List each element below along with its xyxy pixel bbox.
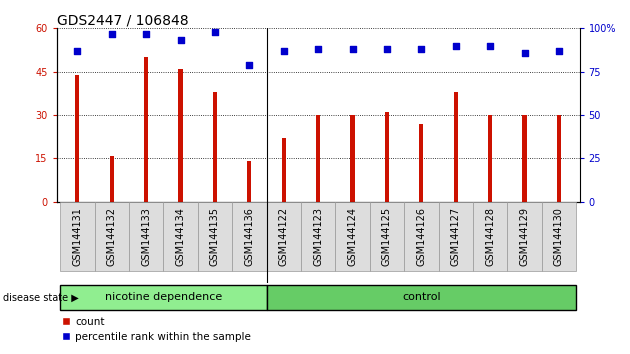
FancyBboxPatch shape — [60, 285, 266, 310]
FancyBboxPatch shape — [232, 202, 266, 271]
Text: GSM144130: GSM144130 — [554, 207, 564, 266]
Legend: count, percentile rank within the sample: count, percentile rank within the sample — [62, 317, 251, 342]
Point — [141, 31, 151, 36]
FancyBboxPatch shape — [60, 202, 94, 271]
Point — [348, 46, 358, 52]
Point — [106, 31, 117, 36]
FancyBboxPatch shape — [542, 202, 576, 271]
Point — [176, 38, 186, 43]
FancyBboxPatch shape — [507, 202, 542, 271]
FancyBboxPatch shape — [335, 202, 370, 271]
Bar — [110, 155, 114, 202]
Bar — [178, 69, 183, 202]
Text: GSM144134: GSM144134 — [176, 207, 186, 266]
Text: GSM144136: GSM144136 — [244, 207, 255, 266]
FancyBboxPatch shape — [404, 202, 438, 271]
Bar — [144, 57, 148, 202]
FancyBboxPatch shape — [198, 202, 232, 271]
Point — [485, 43, 495, 48]
Point — [554, 48, 564, 54]
Point — [278, 48, 289, 54]
Bar — [488, 115, 492, 202]
FancyBboxPatch shape — [370, 202, 404, 271]
Bar — [316, 115, 320, 202]
FancyBboxPatch shape — [301, 202, 335, 271]
Bar — [522, 115, 527, 202]
Bar — [385, 112, 389, 202]
Text: GSM144127: GSM144127 — [450, 207, 461, 266]
Text: GSM144132: GSM144132 — [106, 207, 117, 266]
Text: disease state ▶: disease state ▶ — [3, 292, 79, 302]
FancyBboxPatch shape — [473, 202, 507, 271]
Point — [244, 62, 255, 68]
Bar — [75, 75, 79, 202]
FancyBboxPatch shape — [438, 202, 473, 271]
FancyBboxPatch shape — [266, 285, 576, 310]
Point — [313, 46, 323, 52]
Bar — [248, 161, 251, 202]
Text: GDS2447 / 106848: GDS2447 / 106848 — [57, 13, 188, 27]
Point — [72, 48, 83, 54]
FancyBboxPatch shape — [163, 202, 198, 271]
Text: GSM144125: GSM144125 — [382, 207, 392, 266]
Text: control: control — [402, 292, 440, 302]
FancyBboxPatch shape — [129, 202, 163, 271]
Bar — [557, 115, 561, 202]
Text: GSM144131: GSM144131 — [72, 207, 83, 266]
Bar — [420, 124, 423, 202]
Bar — [454, 92, 458, 202]
Text: GSM144133: GSM144133 — [141, 207, 151, 266]
Point — [450, 43, 461, 48]
Text: GSM144123: GSM144123 — [313, 207, 323, 266]
Text: GSM144124: GSM144124 — [348, 207, 358, 266]
Bar — [213, 92, 217, 202]
Text: GSM144129: GSM144129 — [520, 207, 530, 266]
Text: GSM144128: GSM144128 — [485, 207, 495, 266]
FancyBboxPatch shape — [94, 202, 129, 271]
FancyBboxPatch shape — [266, 202, 301, 271]
Point — [416, 46, 427, 52]
Text: GSM144122: GSM144122 — [278, 207, 289, 266]
Point — [210, 29, 220, 35]
Text: GSM144126: GSM144126 — [416, 207, 427, 266]
Bar — [350, 115, 355, 202]
Point — [382, 46, 392, 52]
Text: GSM144135: GSM144135 — [210, 207, 220, 266]
Point — [520, 50, 530, 56]
Bar — [282, 138, 286, 202]
Text: nicotine dependence: nicotine dependence — [105, 292, 222, 302]
